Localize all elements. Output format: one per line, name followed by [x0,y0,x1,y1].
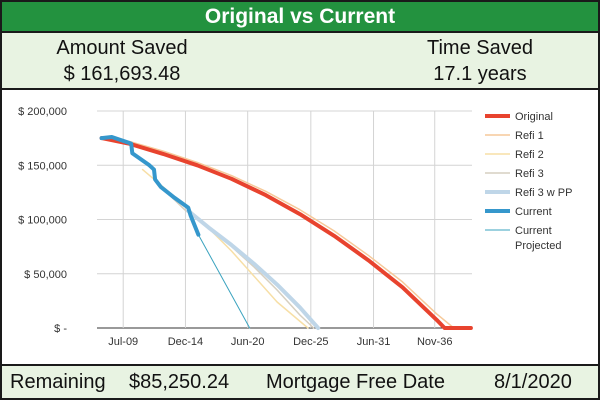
y-tick-label: $ 50,000 [24,269,67,281]
chart-area: $ - $ 50,000 $ 100,000 $ 150,000 $ 200,000 Ju… [2,90,598,364]
time-saved-value: 17.1 years [433,63,527,85]
legend-label: Refi 3 [515,168,544,180]
series-line [100,136,472,329]
legend-label: Current [515,225,552,237]
legend-label: Original [515,111,553,123]
mortgage-free-date-value: 8/1/2020 [494,371,572,393]
y-tick-label: $ 150,000 [18,160,67,172]
legend-label: Current [515,206,552,218]
x-tick-label: Nov-36 [417,336,452,348]
series-line [99,136,473,330]
legend-label: Refi 1 [515,130,544,142]
x-tick-label: Jul-09 [108,336,138,348]
x-tick-label: Dec-25 [293,336,328,348]
series-line [197,234,251,329]
payoff-line-chart: $ - $ 50,000 $ 100,000 $ 150,000 $ 200,000 Ju… [18,106,572,348]
page-title: Original vs Current [2,2,598,33]
x-tick-label: Dec-14 [168,336,203,348]
legend-label: Refi 2 [515,149,544,161]
legend-label: Projected [515,240,561,252]
series-line [186,208,321,330]
amount-saved-block: Amount Saved $ 161,693.48 [2,35,242,87]
time-saved-block: Time Saved 17.1 years [362,35,598,87]
y-tick-label: $ 100,000 [18,215,67,227]
remaining-value: $85,250.24 [129,371,230,393]
remaining-label: Remaining [10,371,106,393]
amount-saved-label: Amount Saved [56,37,188,59]
time-saved-label: Time Saved [427,37,533,59]
mortgage-free-date-label: Mortgage Free Date [266,371,445,393]
legend-label: Refi 3 w PP [515,187,572,199]
y-tick-label: $ - [54,323,67,335]
footer-bar: Remaining $85,250.24 Mortgage Free Date … [2,364,598,398]
series-line [99,135,201,237]
savings-summary: Amount Saved $ 161,693.48 Time Saved 17.… [2,33,598,90]
y-tick-label: $ 200,000 [18,106,67,118]
x-tick-label: Jun-31 [357,336,391,348]
x-tick-label: Jun-20 [231,336,265,348]
amount-saved-value: $ 161,693.48 [63,63,181,85]
